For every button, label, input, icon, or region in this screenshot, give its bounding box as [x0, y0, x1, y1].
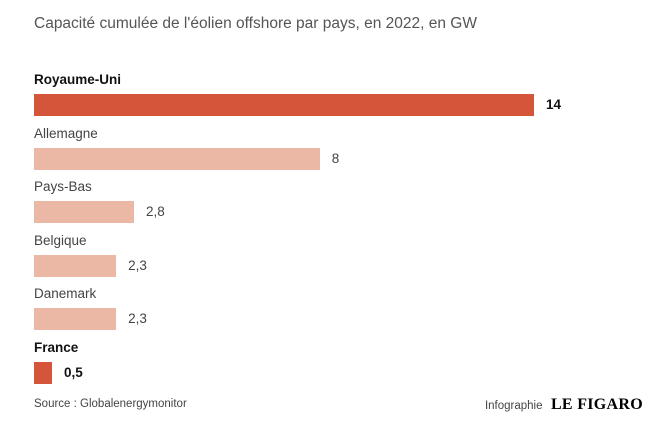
- credit: Infographie LE FIGARO: [485, 396, 643, 414]
- bar: [34, 254, 117, 277]
- bar-row: Royaume-Uni 14: [34, 72, 654, 124]
- bar: [34, 308, 117, 330]
- bar: [34, 201, 134, 223]
- bar-label: Belgique: [34, 232, 87, 248]
- bar-value-label: 2,3: [128, 257, 147, 273]
- bar-row: France 0,5: [34, 340, 654, 392]
- bar-row: Allemagne 8: [34, 126, 654, 178]
- bar-label: France: [34, 339, 79, 355]
- bar-value-label: 0,5: [64, 364, 83, 380]
- bar-label: Royaume-Uni: [34, 72, 122, 87]
- bar-row: Danemark 2,3: [34, 286, 654, 338]
- bar-label: Allemagne: [34, 125, 98, 141]
- bar-value-label: 8: [331, 150, 340, 166]
- bar-row: Belgique 2,3: [34, 233, 654, 285]
- chart-title: Capacité cumulée de l'éolien offshore pa…: [34, 15, 477, 32]
- bar-value-label: 2,8: [146, 204, 165, 219]
- bar: [34, 361, 52, 384]
- bar: [34, 94, 534, 116]
- bar-row: Pays-Bas 2,8: [34, 179, 654, 231]
- bar-value-label: 2,3: [128, 311, 147, 326]
- credit-prefix: Infographie: [484, 400, 543, 412]
- bar-value-label: 14: [546, 97, 562, 112]
- source-note: Source : Globalenergymonitor: [34, 398, 187, 410]
- le-figaro-logo: LE FIGARO: [550, 396, 643, 413]
- bar-label: Danemark: [34, 286, 97, 301]
- bar: [34, 147, 320, 170]
- bar-label: Pays-Bas: [34, 179, 92, 194]
